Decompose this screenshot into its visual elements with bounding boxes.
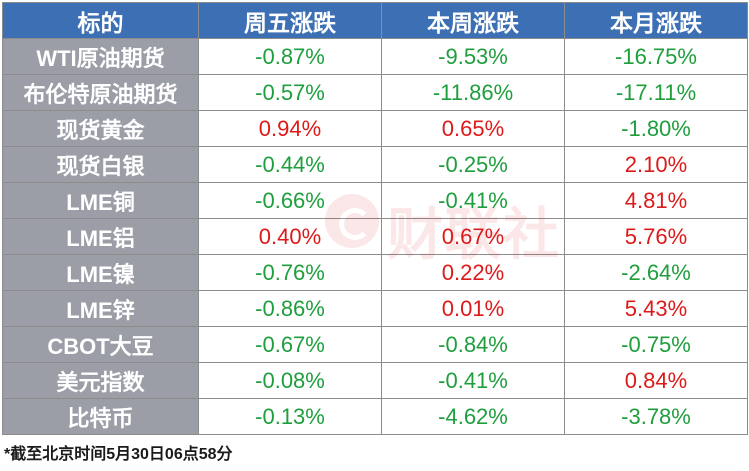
table-row: WTI原油期货 -0.87% -9.53% -16.75% <box>2 38 748 75</box>
table-row: LME铜 -0.66% -0.41% 4.81% <box>2 182 748 219</box>
asset-name: 布伦特原油期货 <box>2 74 199 111</box>
asset-name: 比特币 <box>2 398 199 435</box>
table-row: 现货黄金 0.94% 0.65% -1.80% <box>2 110 748 147</box>
asset-name: LME铜 <box>2 182 199 219</box>
week-change-cell: -0.25% <box>381 146 565 183</box>
asset-name: 美元指数 <box>2 362 199 399</box>
header-asset: 标的 <box>2 2 199 39</box>
table-row: LME锌 -0.86% 0.01% 5.43% <box>2 290 748 327</box>
week-change-cell: -0.41% <box>381 182 565 219</box>
friday-change-cell: -0.66% <box>198 182 382 219</box>
asset-name: 现货黄金 <box>2 110 199 147</box>
asset-name: LME铝 <box>2 218 199 255</box>
friday-change-cell: -0.13% <box>198 398 382 435</box>
week-change-cell: -9.53% <box>381 38 565 75</box>
friday-change-cell: -0.57% <box>198 74 382 111</box>
week-change-cell: 0.22% <box>381 254 565 291</box>
table-row: 现货白银 -0.44% -0.25% 2.10% <box>2 146 748 183</box>
month-change-cell: -16.75% <box>564 38 748 75</box>
friday-change-cell: -0.67% <box>198 326 382 363</box>
week-change-cell: -0.84% <box>381 326 565 363</box>
month-change-cell: 4.81% <box>564 182 748 219</box>
table-row: LME铝 0.40% 0.67% 5.76% <box>2 218 748 255</box>
week-change-cell: 0.65% <box>381 110 565 147</box>
header-week-change: 本周涨跌 <box>381 2 565 39</box>
month-change-cell: -3.78% <box>564 398 748 435</box>
table-row: 美元指数 -0.08% -0.41% 0.84% <box>2 362 748 399</box>
friday-change-cell: -0.76% <box>198 254 382 291</box>
friday-change-cell: 0.94% <box>198 110 382 147</box>
week-change-cell: -11.86% <box>381 74 565 111</box>
market-change-table: 标的 周五涨跌 本周涨跌 本月涨跌 WTI原油期货 -0.87% -9.53% -16… <box>2 2 748 435</box>
asset-name: LME镍 <box>2 254 199 291</box>
week-change-cell: -4.62% <box>381 398 565 435</box>
month-change-cell: 0.84% <box>564 362 748 399</box>
friday-change-cell: -0.87% <box>198 38 382 75</box>
asset-name: LME锌 <box>2 290 199 327</box>
friday-change-cell: -0.08% <box>198 362 382 399</box>
week-change-cell: 0.67% <box>381 218 565 255</box>
week-change-cell: -0.41% <box>381 362 565 399</box>
month-change-cell: -0.75% <box>564 326 748 363</box>
month-change-cell: 5.76% <box>564 218 748 255</box>
header-month-change: 本月涨跌 <box>564 2 748 39</box>
month-change-cell: 2.10% <box>564 146 748 183</box>
table-row: CBOT大豆 -0.67% -0.84% -0.75% <box>2 326 748 363</box>
table-row: LME镍 -0.76% 0.22% -2.64% <box>2 254 748 291</box>
month-change-cell: -17.11% <box>564 74 748 111</box>
asset-name: 现货白银 <box>2 146 199 183</box>
month-change-cell: -2.64% <box>564 254 748 291</box>
table-row: 布伦特原油期货 -0.57% -11.86% -17.11% <box>2 74 748 111</box>
footnote: *截至北京时间5月30日06点58分 <box>4 446 233 463</box>
week-change-cell: 0.01% <box>381 290 565 327</box>
asset-name: CBOT大豆 <box>2 326 199 363</box>
table-row: 比特币 -0.13% -4.62% -3.78% <box>2 398 748 435</box>
month-change-cell: 5.43% <box>564 290 748 327</box>
header-row: 标的 周五涨跌 本周涨跌 本月涨跌 <box>2 2 748 39</box>
asset-name: WTI原油期货 <box>2 38 199 75</box>
header-friday-change: 周五涨跌 <box>198 2 382 39</box>
friday-change-cell: 0.40% <box>198 218 382 255</box>
friday-change-cell: -0.86% <box>198 290 382 327</box>
friday-change-cell: -0.44% <box>198 146 382 183</box>
month-change-cell: -1.80% <box>564 110 748 147</box>
